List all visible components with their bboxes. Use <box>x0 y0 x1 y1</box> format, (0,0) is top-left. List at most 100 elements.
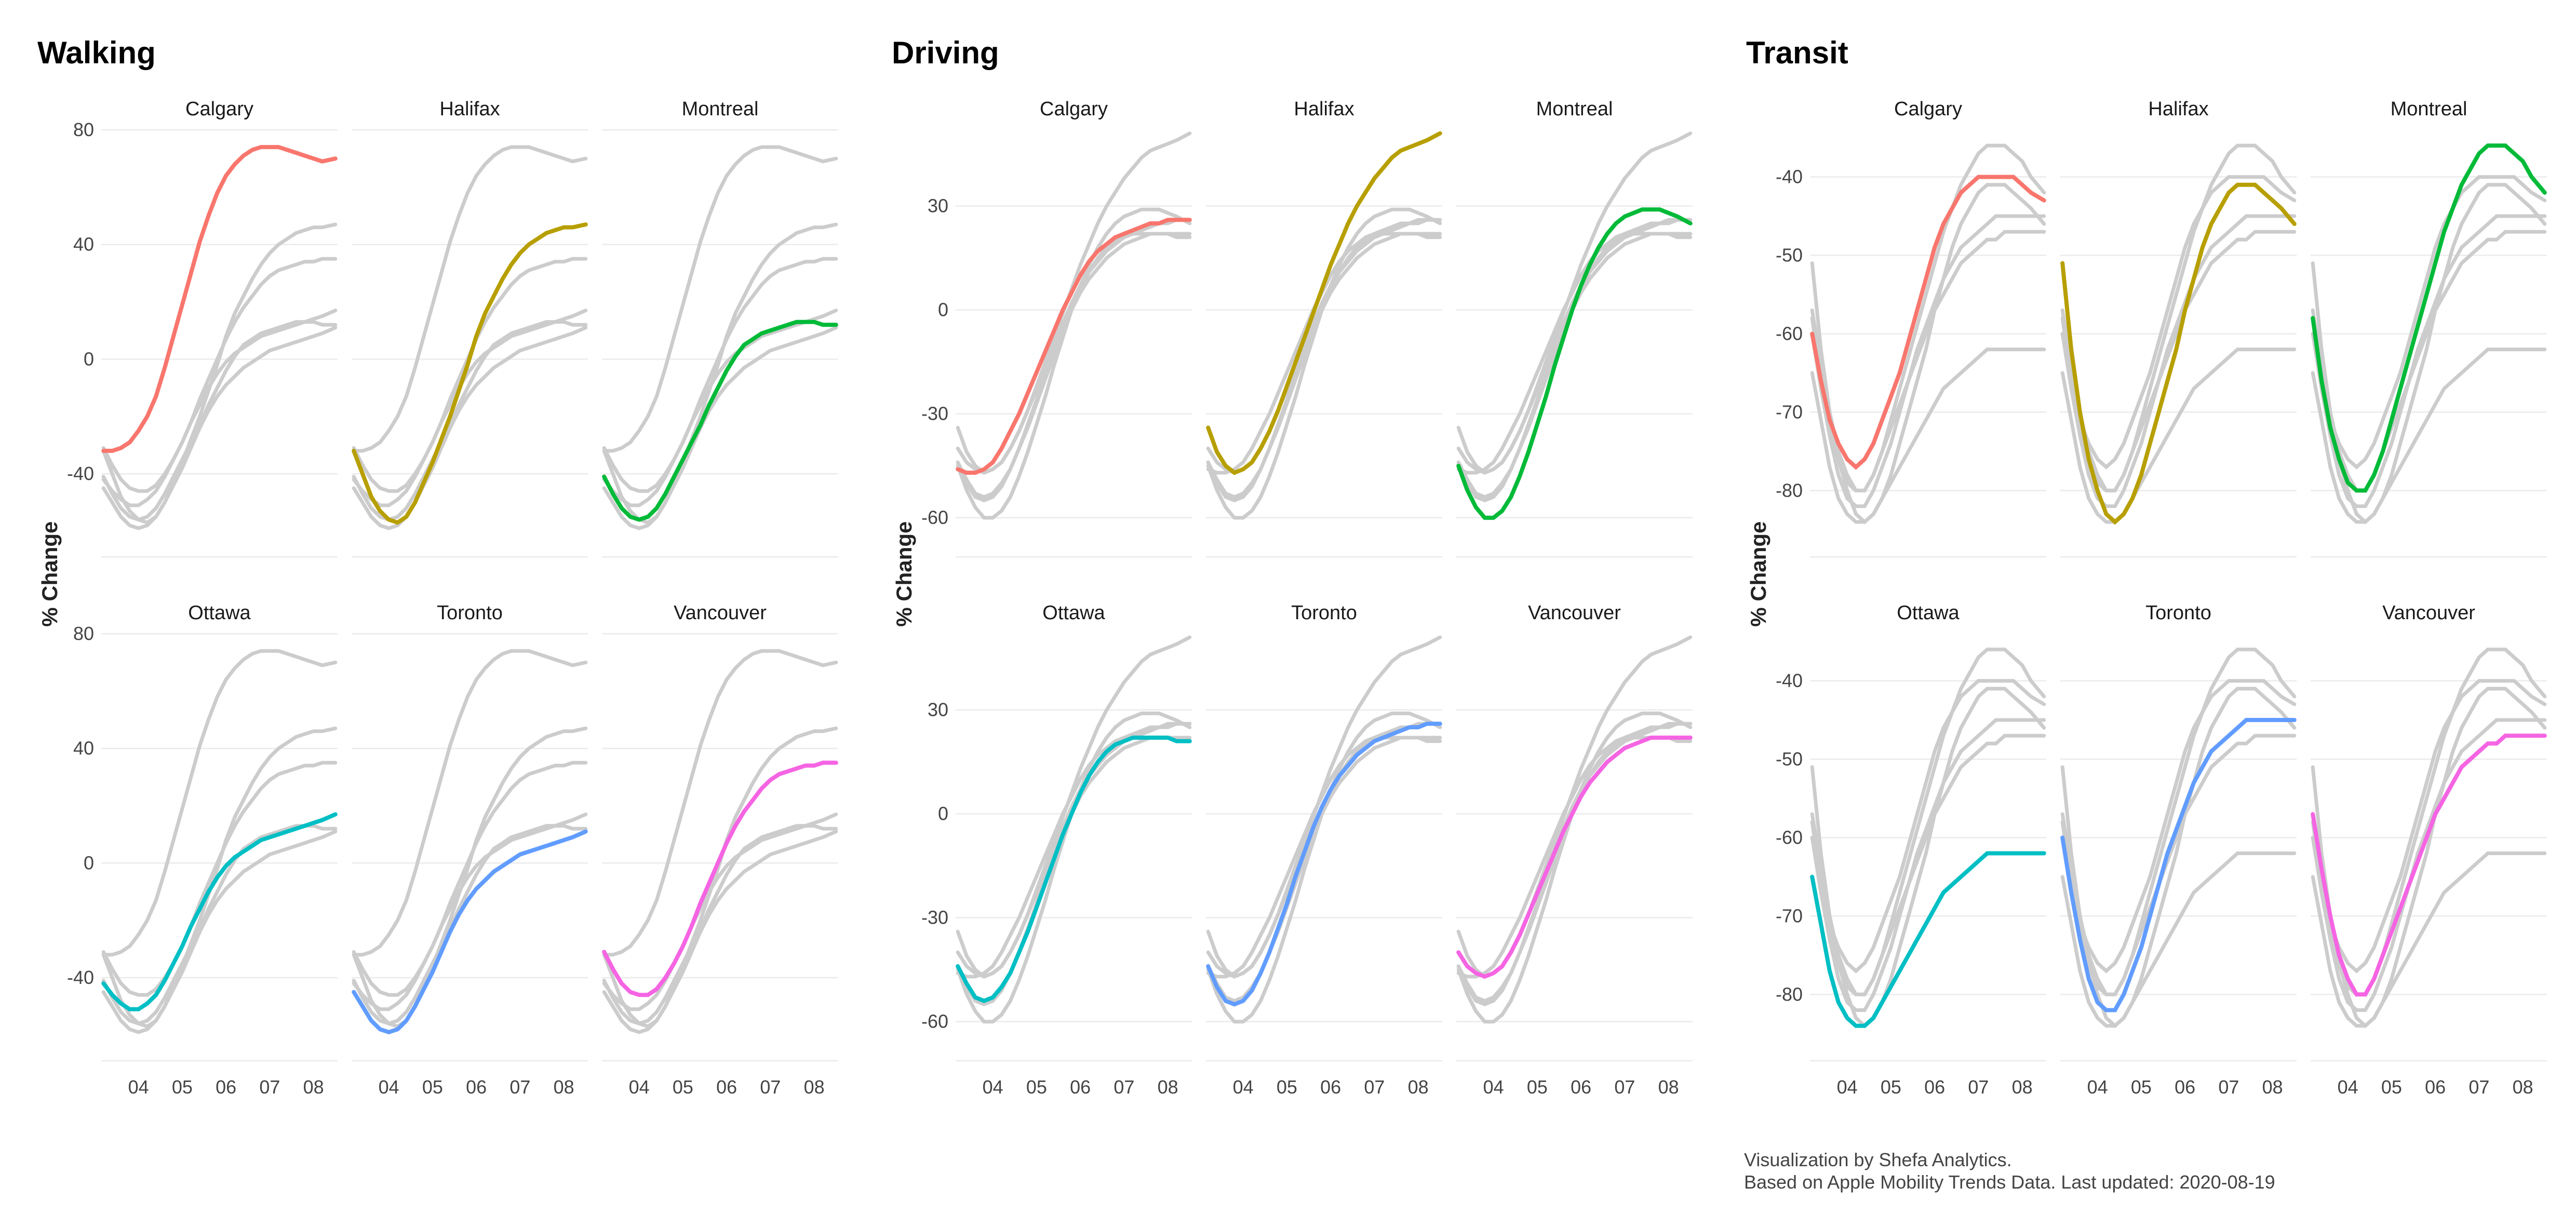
x-tick-label: 07 <box>1113 1076 1134 1098</box>
y-tick-label: 80 <box>73 623 94 644</box>
x-tick-label: 07 <box>760 1076 781 1098</box>
y-tick-label: -80 <box>1776 479 1803 501</box>
y-tick-label: -40 <box>67 463 94 484</box>
series-line-halifax <box>352 222 588 525</box>
x-tick-label: 04 <box>2087 1076 2108 1098</box>
background-line-halifax <box>101 222 338 525</box>
y-tick-label: -50 <box>1776 749 1803 770</box>
strip-label: Montreal <box>682 98 759 120</box>
x-tick-label: 08 <box>554 1076 574 1098</box>
x-tick-label: 08 <box>303 1076 324 1098</box>
y-tick-label: -40 <box>67 967 94 988</box>
x-tick-label: 06 <box>216 1076 236 1098</box>
series-line-halifax <box>2060 182 2297 525</box>
x-tick-label: 06 <box>1924 1076 1945 1098</box>
background-line-ottawa <box>352 309 588 508</box>
background-line-calgary <box>602 145 838 453</box>
x-tick-label: 06 <box>2175 1076 2195 1098</box>
series-line-ottawa <box>956 736 1192 1004</box>
y-tick-label: 40 <box>73 234 94 255</box>
y-axis-label-transit: % Change <box>1746 521 1770 626</box>
x-tick-label: 08 <box>1158 1076 1178 1098</box>
strip-label: Montreal <box>2391 98 2467 120</box>
background-line-vancouver <box>956 232 1192 475</box>
series-line-vancouver <box>2311 733 2547 997</box>
y-tick-label: -60 <box>921 1011 948 1032</box>
x-tick-label: 04 <box>379 1076 399 1098</box>
panel-driving-vancouver: Vancouver 04 05 06 07 08 <box>1456 602 1693 1098</box>
background-line-calgary <box>2311 679 2547 973</box>
panel-transit-ottawa: Ottawa -80 -70 -60 -50 -40 04 05 06 07 08 <box>1776 602 2046 1098</box>
series-line-ottawa <box>1810 851 2046 1028</box>
panel-driving-halifax: Halifax <box>1206 98 1442 558</box>
x-tick-label: 06 <box>466 1076 487 1098</box>
y-tick-label: -60 <box>1776 826 1803 848</box>
x-tick-label: 05 <box>172 1076 193 1098</box>
y-axis-label-walking: % Change <box>37 521 62 626</box>
x-tick-label: 06 <box>2425 1076 2446 1098</box>
x-tick-label: 07 <box>509 1076 530 1098</box>
strip-label: Ottawa <box>1042 602 1105 624</box>
background-line-halifax <box>101 726 338 1029</box>
background-line-toronto <box>1456 218 1693 503</box>
x-tick-label: 07 <box>1614 1076 1635 1098</box>
x-tick-label: 04 <box>1837 1076 1858 1098</box>
background-line-calgary <box>352 649 588 957</box>
background-line-vancouver <box>602 257 838 493</box>
background-line-toronto <box>602 326 838 530</box>
background-line-ottawa <box>602 812 838 1011</box>
background-line-toronto <box>956 218 1192 503</box>
panel-walking-calgary: Calgary -40 0 40 80 <box>67 98 338 558</box>
x-tick-label: 05 <box>1527 1076 1548 1098</box>
y-tick-label: 0 <box>84 348 94 369</box>
y-tick-label: 40 <box>73 738 94 759</box>
series-line-montreal <box>1456 207 1693 520</box>
series-line-montreal <box>2311 143 2547 493</box>
y-tick-label: 30 <box>928 195 948 217</box>
strip-label: Ottawa <box>1897 602 1960 624</box>
series-line-vancouver <box>1456 736 1693 979</box>
y-tick-label: -30 <box>921 403 948 424</box>
background-line-calgary <box>352 145 588 453</box>
background-line-calgary <box>1810 679 2046 973</box>
series-line-toronto <box>2060 718 2297 1012</box>
y-tick-label: -80 <box>1776 983 1803 1005</box>
background-line-montreal <box>352 824 588 1025</box>
series-line-vancouver <box>602 761 838 997</box>
y-tick-label: -70 <box>1776 401 1803 422</box>
background-line-ottawa <box>1810 348 2046 524</box>
background-line-vancouver <box>352 761 588 997</box>
x-tick-label: 04 <box>2338 1076 2358 1098</box>
background-line-halifax <box>1810 183 2046 525</box>
strip-label: Toronto <box>437 602 503 624</box>
background-line-ottawa <box>352 812 588 1011</box>
x-tick-label: 07 <box>1364 1076 1385 1098</box>
x-tick-label: 05 <box>1277 1076 1297 1098</box>
background-line-toronto <box>352 326 588 530</box>
strip-label: Vancouver <box>2382 602 2475 624</box>
background-line-calgary <box>602 649 838 957</box>
background-line-toronto <box>1456 722 1693 1007</box>
x-tick-label: 08 <box>804 1076 825 1098</box>
x-tick-label: 06 <box>716 1076 737 1098</box>
series-line-montreal <box>602 319 838 522</box>
panel-transit-toronto: Toronto 04 05 06 07 08 <box>2060 602 2297 1098</box>
x-tick-label: 07 <box>1968 1076 1989 1098</box>
y-tick-label: 0 <box>938 803 948 824</box>
x-tick-label: 05 <box>1881 1076 1901 1098</box>
background-line-ottawa <box>2311 851 2547 1028</box>
y-tick-label: -40 <box>1776 670 1803 691</box>
background-line-montreal <box>101 320 338 522</box>
series-line-toronto <box>1206 722 1442 1007</box>
panel-transit-calgary: Calgary -80 -70 -60 -50 -40 <box>1776 98 2046 558</box>
panel-walking-montreal: Montreal <box>602 98 838 558</box>
background-line-montreal <box>2060 143 2297 492</box>
y-tick-label: 0 <box>84 852 94 873</box>
background-line-halifax <box>1810 687 2046 1029</box>
background-line-montreal <box>2311 647 2547 996</box>
caption-line-2: Based on Apple Mobility Trends Data. Las… <box>1744 1171 2275 1193</box>
background-line-vancouver <box>1810 230 2046 492</box>
x-tick-label: 08 <box>1658 1076 1679 1098</box>
